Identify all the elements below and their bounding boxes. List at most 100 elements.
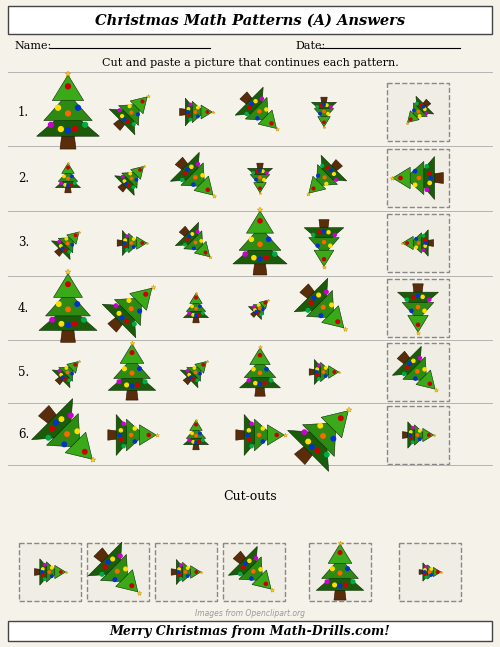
Circle shape	[66, 128, 70, 133]
Circle shape	[412, 441, 414, 443]
Circle shape	[410, 437, 412, 439]
Circle shape	[114, 304, 118, 307]
Circle shape	[316, 244, 319, 247]
Polygon shape	[258, 110, 276, 129]
Polygon shape	[186, 428, 206, 439]
Polygon shape	[65, 432, 92, 459]
Polygon shape	[193, 444, 199, 450]
Circle shape	[122, 175, 124, 178]
Polygon shape	[52, 75, 84, 100]
Bar	[155, 543, 217, 601]
Polygon shape	[248, 168, 272, 179]
Circle shape	[410, 309, 413, 313]
Circle shape	[323, 176, 326, 179]
Circle shape	[319, 113, 321, 115]
Polygon shape	[408, 316, 428, 332]
Polygon shape	[320, 362, 332, 382]
Polygon shape	[122, 230, 133, 256]
Circle shape	[338, 551, 342, 554]
Circle shape	[420, 104, 422, 106]
Circle shape	[206, 188, 210, 192]
Circle shape	[325, 182, 328, 185]
Polygon shape	[250, 312, 256, 318]
Polygon shape	[408, 422, 419, 448]
Circle shape	[123, 180, 126, 182]
Circle shape	[194, 111, 196, 113]
Circle shape	[406, 298, 408, 302]
Polygon shape	[250, 348, 270, 364]
Circle shape	[132, 322, 136, 326]
Circle shape	[192, 314, 194, 316]
Polygon shape	[54, 248, 63, 256]
Bar	[309, 543, 371, 601]
Circle shape	[243, 252, 248, 256]
Circle shape	[195, 434, 197, 437]
Polygon shape	[46, 562, 58, 582]
Circle shape	[252, 306, 255, 309]
Circle shape	[318, 231, 321, 234]
Circle shape	[327, 231, 330, 234]
Circle shape	[124, 239, 126, 241]
Circle shape	[63, 175, 65, 177]
Circle shape	[256, 170, 258, 172]
Polygon shape	[58, 367, 73, 381]
Text: 6.: 6.	[18, 428, 29, 441]
Circle shape	[71, 243, 74, 246]
Bar	[387, 83, 449, 141]
Circle shape	[256, 312, 259, 314]
Circle shape	[183, 172, 186, 175]
Polygon shape	[428, 239, 434, 247]
Circle shape	[238, 573, 242, 576]
Circle shape	[193, 367, 196, 369]
Circle shape	[125, 319, 128, 323]
Polygon shape	[250, 175, 270, 186]
Polygon shape	[184, 377, 191, 385]
Circle shape	[317, 293, 320, 297]
Circle shape	[59, 417, 64, 421]
Polygon shape	[114, 176, 134, 195]
Circle shape	[139, 169, 141, 171]
Polygon shape	[308, 237, 340, 255]
Polygon shape	[120, 344, 144, 364]
Circle shape	[264, 582, 268, 586]
Circle shape	[416, 294, 420, 298]
Circle shape	[324, 452, 329, 457]
Circle shape	[262, 170, 264, 172]
Circle shape	[194, 241, 196, 244]
Bar	[387, 343, 449, 401]
Polygon shape	[294, 446, 312, 465]
Polygon shape	[170, 152, 200, 181]
Circle shape	[310, 445, 314, 450]
Circle shape	[424, 242, 427, 244]
Text: 2.: 2.	[18, 171, 29, 184]
Circle shape	[66, 282, 70, 287]
Circle shape	[252, 256, 256, 260]
Polygon shape	[116, 415, 134, 455]
Polygon shape	[240, 370, 281, 388]
Circle shape	[60, 571, 62, 573]
Polygon shape	[392, 346, 422, 375]
Circle shape	[130, 351, 134, 355]
Circle shape	[406, 242, 408, 244]
Circle shape	[192, 378, 194, 380]
Circle shape	[330, 169, 333, 172]
Polygon shape	[44, 93, 92, 120]
Polygon shape	[239, 557, 262, 580]
Circle shape	[399, 177, 402, 180]
Circle shape	[324, 367, 327, 369]
Circle shape	[65, 237, 68, 240]
Text: Images from Openclipart.org: Images from Openclipart.org	[195, 609, 305, 619]
Polygon shape	[416, 370, 435, 389]
Circle shape	[428, 571, 431, 573]
Circle shape	[72, 322, 77, 326]
Circle shape	[263, 382, 266, 385]
Circle shape	[250, 577, 253, 580]
Circle shape	[428, 181, 432, 184]
Circle shape	[190, 165, 193, 168]
Polygon shape	[171, 569, 176, 575]
Circle shape	[259, 170, 261, 172]
Circle shape	[333, 583, 336, 587]
Circle shape	[261, 427, 264, 430]
Polygon shape	[39, 305, 97, 331]
Circle shape	[306, 439, 310, 444]
